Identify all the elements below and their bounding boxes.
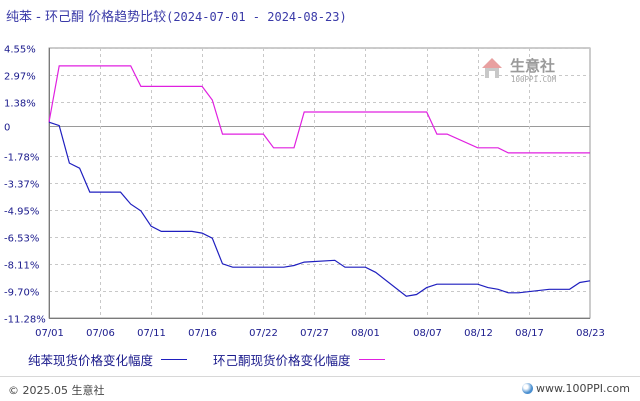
y-tick-label: -4.95% (4, 207, 39, 218)
watermark-logo-icon (482, 58, 502, 78)
y-tick-label: 0 (4, 123, 10, 134)
y-tick-label: 2.97% (4, 72, 36, 83)
globe-icon (522, 383, 534, 394)
series-line-benzene (48, 121, 591, 297)
legend-label-benzene: 纯苯现货价格变化幅度 (28, 353, 154, 368)
x-tick-label: 07/22 (249, 328, 278, 339)
y-axis-ticks: 4.55% 2.97% 1.38% 0 -1.78% -3.37% -4.95% -6.53%… (4, 45, 46, 326)
chart-title: 纯苯 - 环己酮 价格趋势比较(2024-07-01 - 2024-08-23) (6, 6, 347, 25)
y-tick-label: -8.11% (4, 261, 39, 272)
legend-swatch-benzene (161, 359, 188, 360)
legend: 纯苯现货价格变化幅度 环己酮现货价格变化幅度 (28, 350, 411, 369)
x-axis-ticks: 07/01 07/06 07/11 07/16 07/22 07/27 08/01 08/07… (35, 328, 605, 339)
legend-label-cyclohexanone: 环己酮现货价格变化幅度 (213, 353, 351, 368)
series-line-cyclohexanone (48, 65, 590, 154)
x-tick-label: 07/27 (300, 328, 329, 339)
legend-item-benzene: 纯苯现货价格变化幅度 (28, 350, 188, 369)
series-lines (48, 65, 591, 297)
y-tick-label: -1.78% (4, 153, 39, 164)
x-tick-label: 07/06 (86, 328, 115, 339)
x-tick-label: 08/23 (576, 328, 605, 339)
x-tick-label: 08/17 (515, 328, 544, 339)
chart-title-text: 纯苯 - 环己酮 价格趋势比较 (6, 10, 167, 25)
y-tick-label: -9.70% (4, 288, 39, 299)
footer-site-link[interactable]: www.100PPI.com (522, 382, 630, 395)
y-tick-label: 1.38% (4, 99, 36, 110)
y-tick-label: -3.37% (4, 180, 39, 191)
legend-swatch-cyclohexanone (358, 359, 385, 360)
x-tick-label: 07/01 (35, 328, 64, 339)
legend-item-cyclohexanone: 环己酮现货价格变化幅度 (213, 350, 385, 369)
y-tick-label: 4.55% (4, 45, 36, 56)
watermark-url: 100PPI.COM (511, 75, 557, 84)
footer-url[interactable]: www.100PPI.com (536, 382, 630, 395)
grid (48, 47, 591, 319)
watermark: 生意社 100PPI.COM (482, 57, 557, 84)
watermark-name: 生意社 (510, 57, 555, 75)
x-tick-label: 08/01 (351, 328, 380, 339)
x-tick-label: 08/07 (413, 328, 442, 339)
chart-date-range: (2024-07-01 - 2024-08-23) (166, 10, 347, 24)
y-tick-label: -6.53% (4, 234, 39, 245)
x-tick-label: 07/16 (188, 328, 217, 339)
line-chart: 生意社 100PPI.COM 4.55% 2.97% 1.38% 0 -1.78% -3.… (4, 45, 605, 340)
y-tick-label: -11.28% (4, 315, 46, 326)
footer-copyright: © 2025.05 生意社 (8, 384, 105, 397)
x-tick-label: 07/11 (137, 328, 166, 339)
axes (49, 48, 590, 319)
x-tick-label: 08/12 (464, 328, 493, 339)
footer: © 2025.05 生意社 www.100PPI.com (0, 376, 640, 401)
